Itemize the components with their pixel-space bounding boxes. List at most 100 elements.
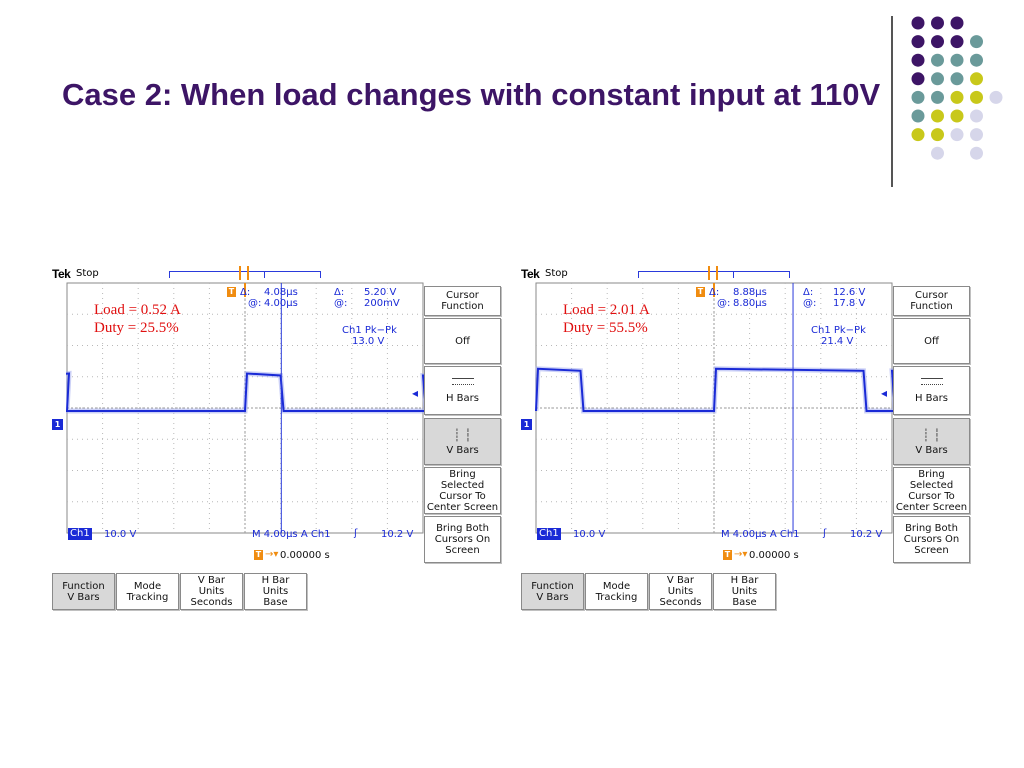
waveform-graticule <box>535 282 893 534</box>
load-text: Load = 0.52 A <box>94 302 181 318</box>
decorative-dot <box>911 16 925 30</box>
load-annotation: Load = 2.01 A Duty = 55.5% <box>563 301 650 337</box>
decorative-dot <box>931 16 944 30</box>
record-position-bar <box>169 271 321 278</box>
h-bars-icon <box>451 377 474 387</box>
bottom-menu: Function V Bars Mode Tracking V Bar Units … <box>52 573 308 611</box>
waveform-trace <box>535 367 893 412</box>
decorative-dot <box>931 90 944 104</box>
channel-scale: 10.0 V <box>104 529 137 540</box>
side-menu-button[interactable]: ┊ ┆ V Bars <box>424 418 501 465</box>
decorative-dot <box>950 90 964 104</box>
side-menu-label: Off <box>924 335 939 347</box>
brand-label: Tek <box>52 267 71 281</box>
bottom-menu-button[interactable]: V Bar Units Seconds <box>180 573 243 610</box>
cursor-arrow-icon: ◂ <box>412 386 419 400</box>
acquisition-state: Stop <box>76 268 99 279</box>
side-menu-label: Bring Selected Cursor To Center Screen <box>895 468 968 513</box>
delta-time-label: Δ: <box>709 287 720 298</box>
v-bars-icon: ┊ ┆ <box>922 427 941 442</box>
side-menu-button[interactable]: Cursor Function <box>893 286 970 316</box>
decorative-dot <box>911 35 925 49</box>
side-menu-label: Bring Selected Cursor To Center Screen <box>426 468 499 513</box>
at-time-label: @: <box>717 298 731 309</box>
decorative-dot <box>931 72 944 86</box>
delta-time-value: 8.88µs <box>733 287 767 298</box>
decorative-dot <box>970 146 983 160</box>
decorative-dot <box>911 72 925 86</box>
load-annotation: Load = 0.52 A Duty = 25.5% <box>94 301 181 337</box>
bottom-menu-button[interactable]: Mode Tracking <box>585 573 648 610</box>
trigger-position-marker <box>708 266 718 280</box>
duty-text: Duty = 25.5% <box>94 320 179 336</box>
delta-time-label: Δ: <box>240 287 251 298</box>
side-menu-label: V Bars <box>915 444 948 456</box>
side-menu-button[interactable]: Bring Both Cursors On Screen <box>893 516 970 563</box>
decorative-dot <box>989 90 1003 104</box>
load-text: Load = 2.01 A <box>563 302 650 318</box>
side-menu-button[interactable]: ┊ ┆ V Bars <box>893 418 970 465</box>
side-menu-label: H Bars <box>445 393 479 404</box>
side-menu-label: Cursor Function <box>910 290 953 312</box>
trigger-position-badge: T <box>723 550 732 560</box>
slide-title: Case 2: When load changes with constant … <box>62 77 881 112</box>
bottom-menu-button[interactable]: Mode Tracking <box>116 573 179 610</box>
decorative-dot <box>970 109 983 123</box>
cursor-arrow-icon: ◂ <box>881 386 888 400</box>
acquisition-state: Stop <box>545 268 568 279</box>
trigger-level: 10.2 V <box>381 529 414 540</box>
side-menu-button[interactable]: Bring Selected Cursor To Center Screen <box>893 467 970 514</box>
side-menu-label: H Bars <box>914 393 948 404</box>
decorative-dot <box>950 72 964 86</box>
decorative-dot <box>970 72 983 86</box>
decorative-dot <box>931 35 944 49</box>
decorative-dot <box>931 53 944 67</box>
decorative-dot <box>950 16 964 30</box>
bottom-menu-button[interactable]: Function V Bars <box>521 573 584 610</box>
delta-time-value: 4.08µs <box>264 287 298 298</box>
side-menu-button[interactable]: Bring Selected Cursor To Center Screen <box>424 467 501 514</box>
bottom-menu-button[interactable]: V Bar Units Seconds <box>649 573 712 610</box>
decorative-dot <box>970 53 983 67</box>
at-time-value: 8.80µs <box>733 298 767 309</box>
trigger-level: 10.2 V <box>850 529 883 540</box>
delta-volt-value: 5.20 V <box>364 287 397 298</box>
decorative-dot <box>931 146 944 160</box>
decorative-dot <box>911 53 925 67</box>
channel-scale: 10.0 V <box>573 529 606 540</box>
trigger-slope-icon: ʃ <box>823 528 827 539</box>
side-menu-button[interactable]: H Bars <box>424 366 501 415</box>
decorative-dot <box>950 53 964 67</box>
side-menu-button[interactable]: H Bars <box>893 366 970 415</box>
decorative-dot <box>950 35 964 49</box>
trigger-badge: T <box>227 287 236 297</box>
measurement-value: 13.0 V <box>352 336 385 347</box>
bottom-menu-button[interactable]: Function V Bars <box>52 573 115 610</box>
oscilloscope-screen-right: Tek Stop T Δ: 8.88µs @: 8.80µs Δ: 12.6 V… <box>521 262 991 612</box>
bottom-menu-button[interactable]: H Bar Units Base <box>244 573 307 610</box>
bottom-menu-button[interactable]: H Bar Units Base <box>713 573 776 610</box>
decorative-dot <box>950 128 964 142</box>
side-menu-button[interactable]: Off <box>893 318 970 364</box>
decorative-dot <box>911 109 925 123</box>
side-menu-label: V Bars <box>446 444 479 456</box>
at-volt-value: 17.8 V <box>833 298 866 309</box>
timebase-readout: M 4.00µs A Ch1 <box>252 529 331 540</box>
decorative-dot <box>911 128 925 142</box>
brand-label: Tek <box>521 267 540 281</box>
trigger-position: 0.00000 s <box>749 550 799 561</box>
side-menu-button[interactable]: Cursor Function <box>424 286 501 316</box>
side-menu-label: Bring Both Cursors On Screen <box>434 523 491 556</box>
channel-badge: Ch1 <box>68 528 92 540</box>
side-menu-label: Off <box>455 335 470 347</box>
at-volt-label: @: <box>803 298 817 309</box>
measurement-name: Ch1 Pk−Pk <box>811 325 866 336</box>
side-menu-button[interactable]: Off <box>424 318 501 364</box>
side-menu-button[interactable]: Bring Both Cursors On Screen <box>424 516 501 563</box>
at-volt-value: 200mV <box>364 298 400 309</box>
at-volt-label: @: <box>334 298 348 309</box>
side-menu-label: Cursor Function <box>441 290 484 312</box>
at-time-value: 4.00µs <box>264 298 298 309</box>
h-bars-icon <box>920 377 943 387</box>
delta-volt-value: 12.6 V <box>833 287 866 298</box>
